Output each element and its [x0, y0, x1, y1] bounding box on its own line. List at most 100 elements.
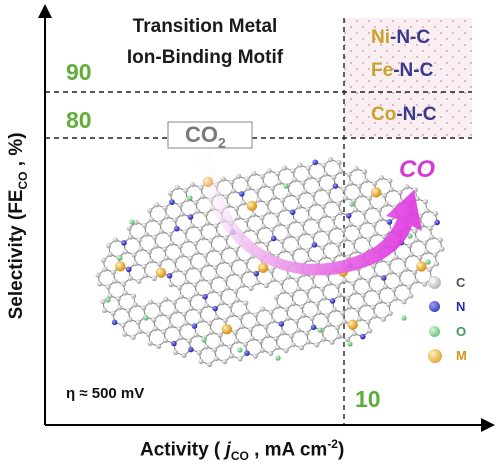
nitrogen-atom: [166, 272, 173, 279]
carbon-atom: [254, 188, 260, 194]
carbon-atom: [305, 165, 311, 171]
carbon-atom: [187, 255, 193, 261]
carbon-atom: [171, 299, 177, 305]
carbon-atom: [115, 296, 121, 302]
carbon-atom: [346, 304, 353, 310]
nitrogen-atom: [311, 241, 318, 248]
carbon-atom: [174, 184, 180, 191]
carbon-atom: [306, 215, 313, 221]
x-axis-arrowhead: [481, 418, 495, 432]
carbon-atom: [371, 180, 378, 187]
carbon-atom: [244, 217, 250, 224]
carbon-atom: [337, 251, 343, 257]
reactant-box: [167, 121, 253, 149]
carbon-atom: [309, 274, 315, 280]
carbon-atom: [199, 276, 205, 282]
carbon-atom: [161, 329, 167, 335]
carbon-atom: [412, 228, 418, 234]
carbon-atom: [193, 332, 199, 338]
oxygen-atom: [187, 195, 193, 201]
carbon-atom: [167, 190, 173, 196]
carbon-atom: [269, 268, 275, 274]
carbon-atom: [300, 221, 306, 227]
carbon-atom: [266, 168, 272, 174]
carbon-atom: [357, 233, 364, 240]
carbon-atom: [192, 240, 198, 247]
nitrogen-atom: [312, 159, 319, 166]
carbon-atom: [152, 325, 158, 332]
carbon-atom: [346, 171, 352, 178]
carbon-atom: [214, 314, 220, 321]
carbon-atom: [285, 315, 291, 321]
oxygen-atom: [143, 315, 149, 321]
carbon-atom: [189, 223, 195, 229]
carbon-atom: [269, 227, 275, 233]
carbon-atom: [378, 175, 385, 181]
carbon-atom: [147, 299, 154, 305]
oxygen-atom: [201, 337, 207, 343]
carbon-atom: [229, 179, 235, 185]
motif-ni-metal: Ni: [371, 27, 390, 48]
carbon-atom: [391, 287, 397, 293]
carbon-atom: [120, 322, 126, 328]
carbon-atom: [177, 202, 184, 208]
carbon-atom: [264, 241, 270, 247]
carbon-atom: [214, 232, 221, 238]
nitrogen-atom: [386, 219, 393, 225]
carbon-atom: [227, 344, 233, 350]
carbon-atom: [233, 206, 240, 212]
threshold-80-label: 80: [66, 107, 92, 133]
nitrogen-atom: [244, 350, 250, 356]
carbon-atom: [260, 223, 267, 230]
carbon-atom: [229, 312, 235, 318]
nitrogen-atom: [121, 240, 127, 246]
carbon-atom: [141, 264, 147, 270]
carbon-atom: [361, 169, 368, 175]
carbon-atom: [305, 206, 311, 212]
carbon-atom: [264, 200, 270, 206]
carbon-atom: [229, 353, 235, 359]
carbon-atom: [179, 211, 185, 217]
carbon-atom: [429, 234, 435, 240]
carbon-atom: [235, 256, 241, 262]
carbon-atom: [271, 194, 277, 200]
carbon-atom: [128, 234, 134, 240]
carbon-atom: [408, 293, 414, 299]
carbon-atom: [295, 327, 301, 333]
carbon-atom: [342, 195, 349, 201]
metal-atom: [257, 262, 269, 274]
carbon-atom: [366, 236, 372, 243]
carbon-atom: [297, 162, 303, 168]
nitrogen-atom: [434, 219, 440, 226]
carbon-atom: [145, 331, 152, 338]
carbon-atom: [162, 246, 168, 252]
carbon-atom: [243, 300, 249, 306]
carbon-atom: [370, 304, 376, 310]
carbon-atom: [360, 292, 366, 298]
carbon-atom: [386, 260, 392, 266]
carbon-atom: [372, 272, 378, 278]
carbon-atom: [304, 289, 310, 295]
carbon-atom: [244, 309, 250, 315]
carbon-atom: [204, 220, 211, 226]
carbon-atom: [439, 246, 445, 252]
carbon-atom: [214, 273, 220, 279]
carbon-atom: [352, 289, 358, 295]
carbon-atom: [223, 276, 229, 282]
carbon-atom: [302, 189, 308, 195]
carbon-atom: [239, 323, 245, 330]
nitrogen-atom: [329, 298, 336, 304]
carbon-atom: [386, 301, 392, 308]
carbon-atom: [239, 282, 246, 288]
carbon-atom: [422, 240, 428, 246]
motif-fe-rest: -N-C: [393, 60, 434, 81]
carbon-atom: [270, 277, 276, 283]
carbon-atom: [310, 192, 316, 198]
carbon-atom: [234, 297, 240, 303]
carbon-atom: [353, 165, 359, 172]
x-axis-label-pre: Activity (: [140, 439, 221, 461]
nitrogen-atom: [191, 323, 198, 329]
carbon-atom: [291, 218, 297, 224]
carbon-atom: [200, 193, 206, 200]
carbon-atom: [183, 187, 189, 194]
